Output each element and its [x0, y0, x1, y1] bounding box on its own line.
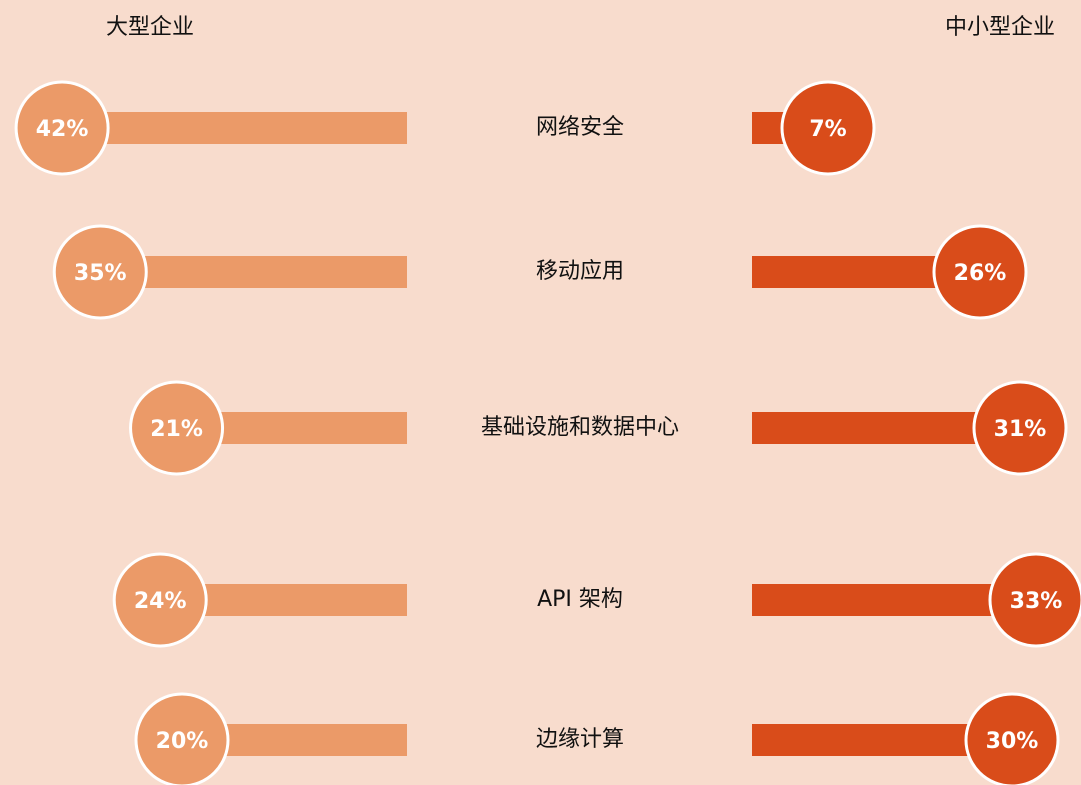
left-value-label: 42% — [36, 117, 89, 142]
category-label: 移动应用 — [536, 259, 624, 284]
right-bubble — [780, 80, 876, 176]
right-bubble — [988, 552, 1081, 648]
left-bubble — [14, 80, 110, 176]
right-value-label: 31% — [994, 417, 1047, 442]
right-series-name: 中小型企业 — [945, 15, 1055, 40]
right-bubble — [964, 692, 1060, 785]
right-value-label: 7% — [809, 117, 846, 142]
category-label: 基础设施和数据中心 — [481, 415, 679, 440]
right-value-label: 26% — [954, 261, 1007, 286]
category-label: 边缘计算 — [536, 727, 624, 752]
right-value-label: 30% — [986, 729, 1039, 754]
right-bubble — [932, 224, 1028, 320]
category-label: 网络安全 — [536, 115, 624, 140]
left-value-label: 21% — [150, 417, 203, 442]
left-bar — [100, 256, 407, 288]
left-bubble — [52, 224, 148, 320]
left-series-name: 大型企业 — [106, 15, 194, 40]
left-value-label: 20% — [156, 729, 209, 754]
left-bubble — [134, 692, 230, 785]
left-bubble — [112, 552, 208, 648]
right-bubble — [972, 380, 1068, 476]
category-label: API 架构 — [537, 587, 623, 612]
left-bar — [62, 112, 407, 144]
left-value-label: 24% — [134, 589, 187, 614]
right-value-label: 33% — [1010, 589, 1063, 614]
left-value-label: 35% — [74, 261, 127, 286]
left-bubble — [129, 380, 225, 476]
